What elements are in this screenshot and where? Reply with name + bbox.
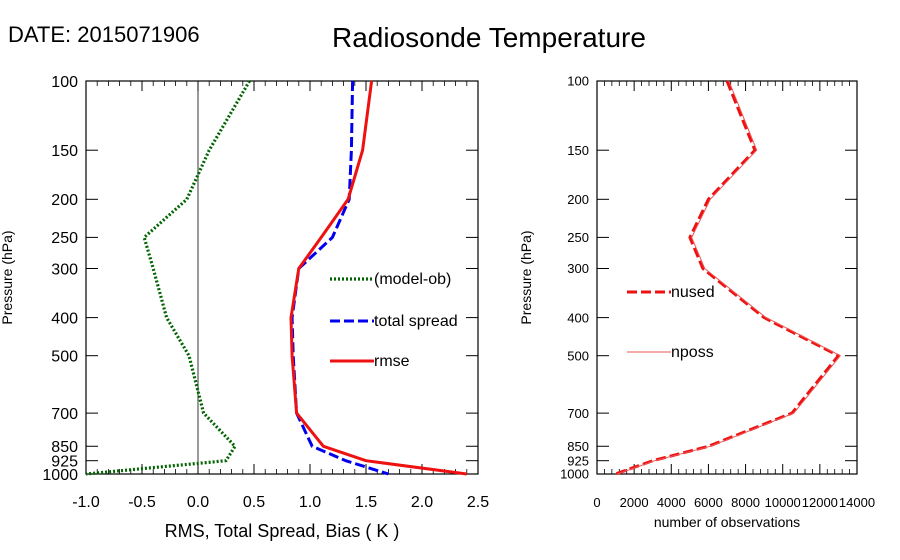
series-line-model-ob	[85, 80, 251, 476]
y-axis-label: Pressure (hPa)	[0, 230, 15, 324]
x-tick-label: 2000	[620, 495, 649, 510]
y-tick-label: 250	[51, 230, 78, 247]
legend-label: nposs	[671, 344, 714, 361]
plot-frame-1	[85, 80, 479, 475]
y-tick-label: 850	[51, 439, 78, 456]
y-tick-label: 300	[567, 261, 589, 276]
x-tick-label: 6000	[694, 495, 723, 510]
x-tick-label: 0.0	[187, 494, 209, 511]
x-tick-label: -0.5	[128, 494, 156, 511]
y-tick-label: 300	[51, 261, 78, 278]
y-tick-label: 500	[51, 348, 78, 365]
legend-label: rmse	[374, 353, 410, 370]
x-tick-label: 1.5	[355, 494, 377, 511]
y-tick-label: 700	[51, 406, 78, 423]
x-tick-label: 12000	[802, 495, 838, 510]
legend-label: (model-ob)	[374, 271, 451, 288]
x-tick-label: 14000	[839, 495, 875, 510]
x-axis-label: number of observations	[654, 514, 800, 530]
y-tick-label: 100	[567, 74, 589, 89]
series-line-rmse	[289, 80, 467, 476]
x-tick-label: 10000	[765, 495, 801, 510]
y-tick-label: 150	[567, 143, 589, 158]
series-line-nposs	[617, 80, 841, 475]
series-line-nused	[615, 80, 840, 476]
y-tick-label: 250	[567, 230, 589, 245]
y-axis-label: Pressure (hPa)	[518, 230, 534, 324]
x-tick-label: 4000	[657, 495, 686, 510]
y-tick-label: 150	[51, 143, 78, 160]
x-tick-label: 2.5	[467, 494, 489, 511]
chart-title: Radiosonde Temperature	[332, 22, 646, 53]
legend-label: nused	[671, 284, 715, 301]
y-tick-label: 850	[567, 439, 589, 454]
y-tick-label: 400	[567, 310, 589, 325]
y-tick-label: 200	[567, 192, 589, 207]
x-tick-label: 0.5	[243, 494, 265, 511]
y-tick-label: 400	[51, 310, 78, 327]
y-tick-label: 925	[567, 453, 589, 468]
date-label: DATE: 2015071906	[8, 22, 200, 47]
x-tick-label: 8000	[731, 495, 760, 510]
x-tick-label: 2.0	[411, 494, 433, 511]
x-axis-label: RMS, Total Spread, Bias ( K )	[165, 521, 400, 541]
y-tick-label: 700	[567, 406, 589, 421]
x-tick-label: -1.0	[72, 494, 100, 511]
plot-frame-2	[596, 80, 858, 475]
y-tick-label: 100	[51, 74, 78, 91]
x-tick-label: 0	[593, 495, 600, 510]
x-tick-label: 1.0	[299, 494, 321, 511]
y-tick-label: 925	[51, 453, 78, 470]
legend-label: total spread	[374, 313, 458, 330]
y-tick-label: 1000	[560, 467, 589, 482]
y-tick-label: 200	[51, 192, 78, 209]
y-tick-label: 500	[567, 348, 589, 363]
y-tick-label: 1000	[42, 467, 78, 484]
